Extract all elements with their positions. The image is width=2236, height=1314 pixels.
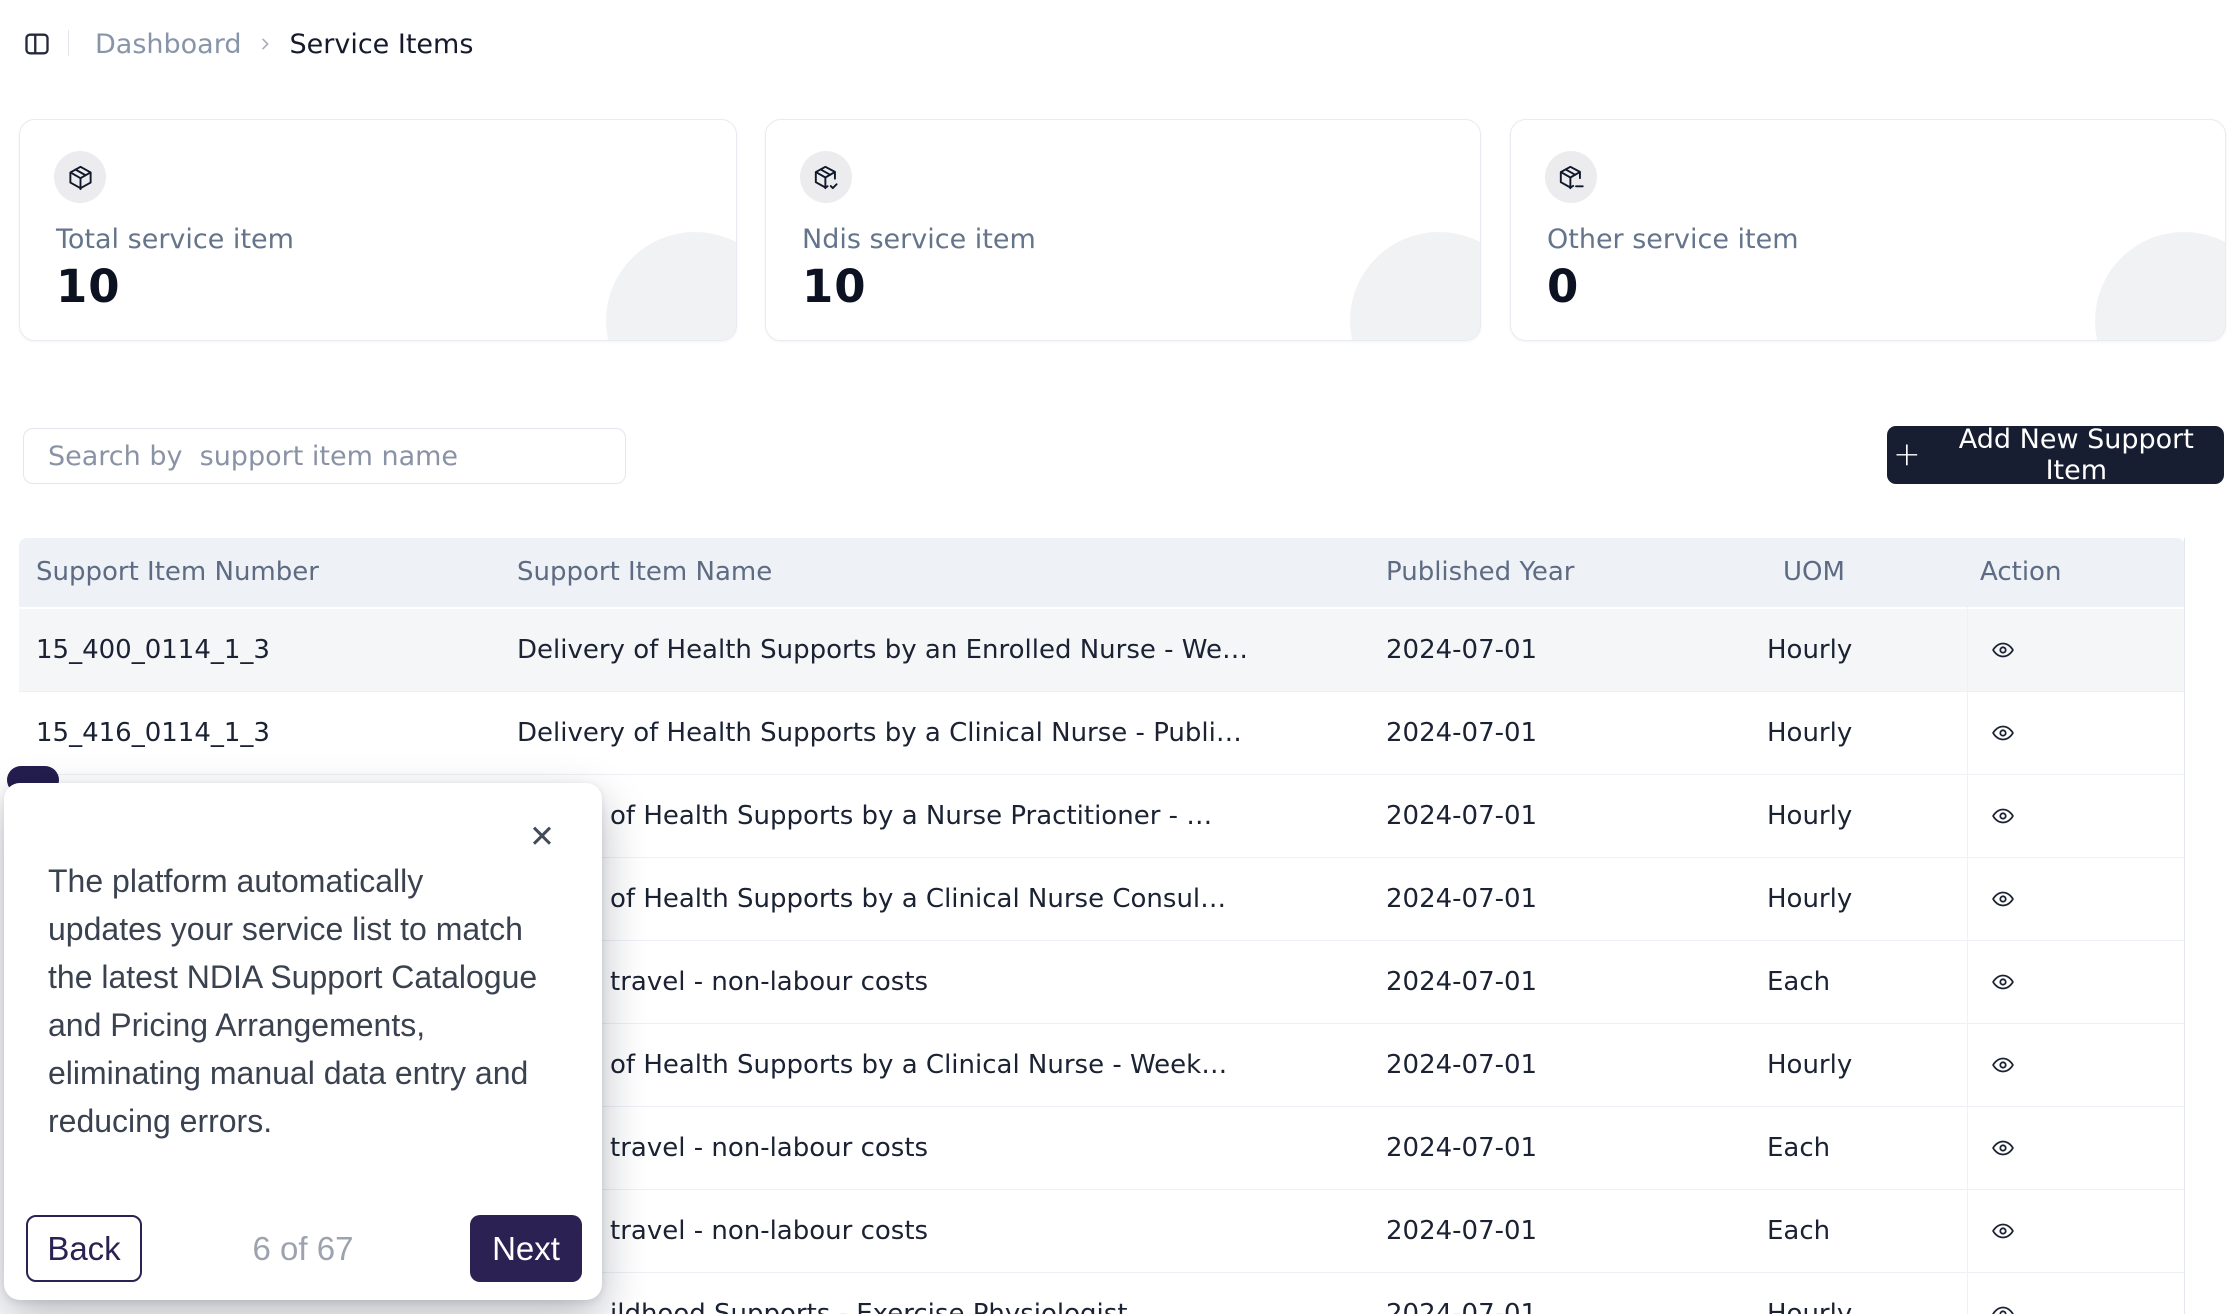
eye-icon xyxy=(1992,891,2014,907)
top-divider xyxy=(68,30,69,56)
column-header-year: Published Year xyxy=(1386,557,1575,587)
column-header-uom: UOM xyxy=(1783,557,1845,587)
eye-icon xyxy=(1992,1306,2014,1314)
table-row: 15_416_0114_1_3 Delivery of Health Suppor… xyxy=(19,692,2185,775)
tour-message: The platform automatically updates your … xyxy=(48,857,566,1145)
uom-value: Hourly xyxy=(1767,801,1853,831)
stat-label: Ndis service item xyxy=(802,224,1036,255)
tour-line: reducing errors. xyxy=(48,1103,273,1139)
next-button[interactable]: Next xyxy=(470,1215,582,1282)
support-item-number: 15_416_0114_1_3 xyxy=(36,718,270,748)
eye-icon xyxy=(1992,1057,2014,1073)
stat-card-total: Total service item 10 xyxy=(19,119,737,341)
eye-icon xyxy=(1992,974,2014,990)
uom-value: Hourly xyxy=(1767,718,1853,748)
published-year: 2024-07-01 xyxy=(1386,718,1538,748)
tour-popup: ✕ The platform automatically updates you… xyxy=(4,783,602,1300)
eye-icon xyxy=(1992,1140,2014,1156)
view-action-button[interactable] xyxy=(1979,711,2027,755)
published-year: 2024-07-01 xyxy=(1386,1299,1538,1314)
view-action-button[interactable] xyxy=(1979,877,2027,921)
add-button-label: Add New Support Item xyxy=(1958,424,2194,486)
breadcrumb-service-items: Service Items xyxy=(289,28,474,60)
chevron-right-icon xyxy=(257,36,273,52)
support-item-name: travel - non-labour costs xyxy=(610,1133,929,1163)
eye-icon xyxy=(1992,725,2014,741)
stat-icon-circle xyxy=(54,151,106,203)
tour-line: updates your service list to match xyxy=(48,911,523,947)
support-item-name: Delivery of Health Supports by an Enroll… xyxy=(517,635,1248,665)
eye-icon xyxy=(1992,642,2014,658)
top-bar: Dashboard Service Items xyxy=(0,0,2236,100)
published-year: 2024-07-01 xyxy=(1386,1216,1538,1246)
table-row: 15_400_0114_1_3 Delivery of Health Suppor… xyxy=(19,609,2185,692)
view-action-button[interactable] xyxy=(1979,1209,2027,1253)
published-year: 2024-07-01 xyxy=(1386,635,1538,665)
table-header: Support Item Number Support Item Name Pu… xyxy=(19,538,2185,607)
view-action-button[interactable] xyxy=(1979,1292,2027,1314)
view-action-button[interactable] xyxy=(1979,1043,2027,1087)
stat-value: 10 xyxy=(802,260,867,313)
breadcrumb: Dashboard Service Items xyxy=(95,26,473,62)
uom-value: Hourly xyxy=(1767,884,1853,914)
published-year: 2024-07-01 xyxy=(1386,1050,1538,1080)
panel-left-icon xyxy=(25,33,49,55)
stat-value: 0 xyxy=(1547,260,1580,313)
tour-progress: 6 of 67 xyxy=(252,1230,354,1267)
uom-value: Hourly xyxy=(1767,1299,1853,1314)
view-action-button[interactable] xyxy=(1979,960,2027,1004)
support-item-name: travel - non-labour costs xyxy=(610,1216,929,1246)
support-item-name: Delivery of Health Supports by a Clinica… xyxy=(517,718,1242,748)
stat-value: 10 xyxy=(56,260,121,313)
view-action-button[interactable] xyxy=(1979,794,2027,838)
search-input[interactable] xyxy=(23,428,626,484)
back-button[interactable]: Back xyxy=(26,1215,142,1282)
eye-icon xyxy=(1992,1223,2014,1239)
published-year: 2024-07-01 xyxy=(1386,967,1538,997)
add-new-support-item-button[interactable]: + Add New Support Item xyxy=(1887,424,2224,486)
support-item-name: travel - non-labour costs xyxy=(610,967,929,997)
column-header-number: Support Item Number xyxy=(36,557,319,587)
support-item-number: 15_400_0114_1_3 xyxy=(36,635,270,665)
tour-line: eliminating manual data entry and xyxy=(48,1055,529,1091)
stat-card-ndis: Ndis service item 10 xyxy=(765,119,1481,341)
stat-card-other: Other service item 0 xyxy=(1510,119,2226,341)
breadcrumb-dashboard[interactable]: Dashboard xyxy=(95,28,242,60)
tour-line: and Pricing Arrangements, xyxy=(48,1007,426,1043)
uom-value: Each xyxy=(1767,967,1831,997)
package-minus-icon xyxy=(1559,165,1584,189)
stat-label: Other service item xyxy=(1547,224,1799,255)
view-action-button[interactable] xyxy=(1979,628,2027,672)
uom-value: Each xyxy=(1767,1216,1831,1246)
uom-value: Hourly xyxy=(1767,1050,1853,1080)
published-year: 2024-07-01 xyxy=(1386,884,1538,914)
sidebar-toggle-button[interactable] xyxy=(20,28,54,60)
published-year: 2024-07-01 xyxy=(1386,1133,1538,1163)
tour-line: The platform automatically xyxy=(48,863,424,899)
stat-label: Total service item xyxy=(56,224,294,255)
eye-icon xyxy=(1992,808,2014,824)
uom-value: Hourly xyxy=(1767,635,1853,665)
package-check-icon xyxy=(814,165,838,189)
published-year: 2024-07-01 xyxy=(1386,801,1538,831)
stat-icon-circle xyxy=(800,151,852,203)
plus-icon: + xyxy=(1893,434,1921,473)
column-header-name: Support Item Name xyxy=(517,557,773,587)
uom-value: Each xyxy=(1767,1133,1831,1163)
view-action-button[interactable] xyxy=(1979,1126,2027,1170)
column-header-action: Action xyxy=(1980,557,2062,587)
support-item-name: of Health Supports by a Clinical Nurse -… xyxy=(610,1050,1228,1080)
package-icon xyxy=(68,165,92,190)
close-icon[interactable]: ✕ xyxy=(522,817,562,857)
stat-icon-circle xyxy=(1545,151,1597,203)
support-item-name: ildhood Supports - Exercise Physiologist xyxy=(610,1299,1128,1314)
support-item-name: of Health Supports by a Clinical Nurse C… xyxy=(610,884,1227,914)
tour-line: the latest NDIA Support Catalogue xyxy=(48,959,538,995)
support-item-name: of Health Supports by a Nurse Practition… xyxy=(610,801,1213,831)
